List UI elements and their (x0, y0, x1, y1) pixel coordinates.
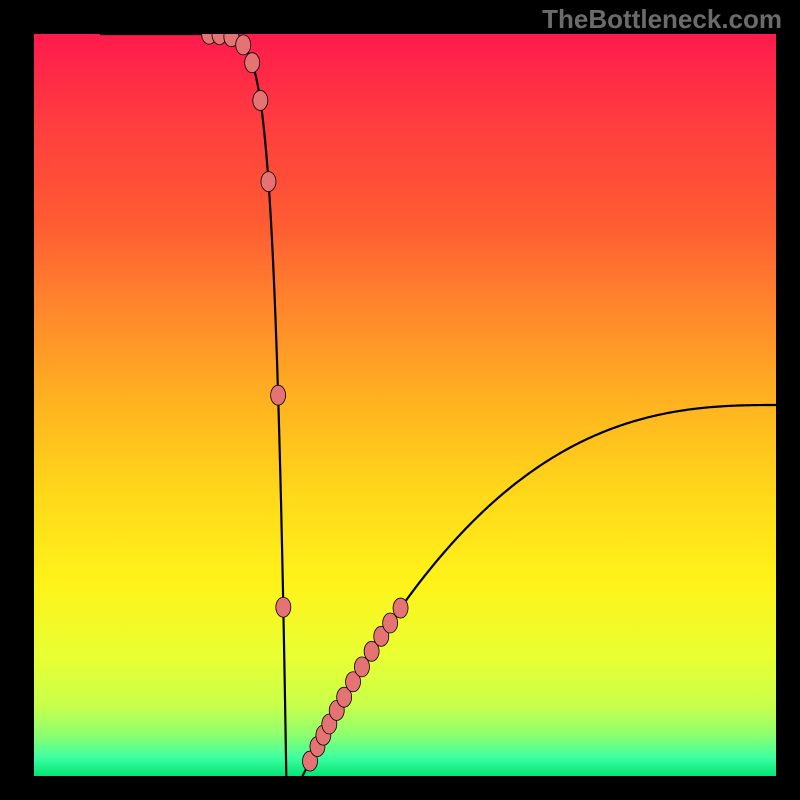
data-marker-left-6 (261, 172, 276, 192)
gradient-background (34, 34, 776, 776)
data-marker-left-5 (253, 90, 268, 110)
watermark-text: TheBottleneck.com (542, 4, 782, 35)
data-marker-left-4 (245, 53, 260, 73)
data-marker-left-8 (276, 597, 291, 617)
chart-stage: TheBottleneck.com (0, 0, 800, 800)
data-marker-left-7 (271, 385, 286, 405)
data-marker-right-10 (383, 613, 398, 633)
bottleneck-plot (34, 34, 776, 776)
data-marker-left-3 (236, 35, 251, 55)
data-marker-right-11 (393, 598, 408, 618)
